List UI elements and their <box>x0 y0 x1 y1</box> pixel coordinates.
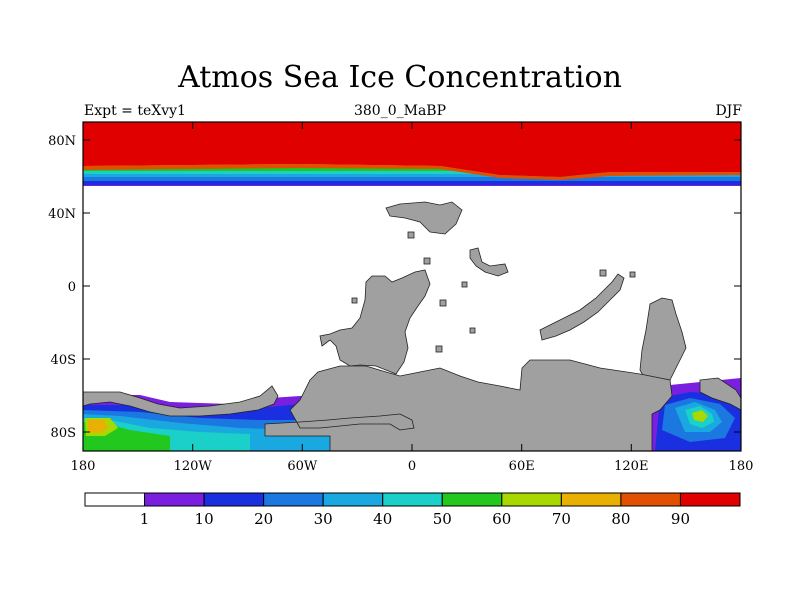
island-5 <box>461 281 468 288</box>
lon-tick-label: 60E <box>509 459 535 474</box>
land-southern-east <box>699 377 741 411</box>
north-sea-ice <box>83 122 741 190</box>
lat-tick-label: 80S <box>51 426 76 441</box>
latitude-axis: 80N 40N 0 40S 80S <box>48 134 741 441</box>
land-eastern-continent <box>639 297 687 389</box>
colorbar-label: 80 <box>611 510 630 528</box>
island-3 <box>351 297 358 304</box>
land-southern-continent <box>264 359 673 451</box>
land-central-continent <box>319 269 431 375</box>
colorbar-swatch <box>263 492 324 507</box>
lat-tick-label: 40S <box>51 353 76 368</box>
colorbar-label: 90 <box>671 510 690 528</box>
colorbar: 1 10 20 30 40 50 60 70 80 90 <box>84 492 741 528</box>
island-7 <box>435 345 443 353</box>
colorbar-label: 60 <box>492 510 511 528</box>
lat-tick-label: 0 <box>68 280 76 295</box>
land-eastern-arc <box>539 273 625 341</box>
map-plot-area <box>83 122 741 451</box>
colorbar-label: 1 <box>140 510 150 528</box>
lon-tick-label: 180 <box>729 459 754 474</box>
south-ice-80 <box>88 420 108 433</box>
colorbar-swatch <box>203 492 265 507</box>
colorbar-swatch <box>84 492 146 507</box>
island-1 <box>407 231 415 239</box>
island-4 <box>439 299 447 307</box>
land-masses <box>83 201 741 451</box>
period-label: 380_0_MaBP <box>353 103 447 119</box>
lon-tick-label: 120E <box>614 459 648 474</box>
ice-band-85 <box>83 164 741 180</box>
land-small-east <box>469 247 509 277</box>
page-title: Atmos Sea Ice Concentration <box>178 60 622 95</box>
land-southern-west <box>83 385 279 417</box>
lon-tick-label: 60W <box>287 459 318 474</box>
colorbar-label: 70 <box>552 510 571 528</box>
island-9 <box>629 271 636 278</box>
colorbar-swatch <box>382 492 443 507</box>
ice-edge <box>83 186 741 190</box>
colorbar-swatch <box>560 492 622 507</box>
season-label: DJF <box>715 103 742 119</box>
colorbar-label: 20 <box>254 510 273 528</box>
experiment-label: Expt = teXvy1 <box>84 103 186 119</box>
colorbar-swatch <box>501 492 562 507</box>
island-6 <box>469 327 476 334</box>
island-8 <box>599 269 607 277</box>
colorbar-label: 50 <box>433 510 452 528</box>
colorbar-label: 40 <box>373 510 392 528</box>
colorbar-swatch <box>322 492 384 507</box>
lon-tick-label: 180 <box>71 459 96 474</box>
lon-tick-label: 0 <box>408 459 416 474</box>
land-northern-block <box>385 201 463 235</box>
colorbar-label: 10 <box>195 510 214 528</box>
colorbar-swatch <box>679 492 741 507</box>
island-2 <box>423 257 431 265</box>
colorbar-swatch <box>144 492 205 507</box>
colorbar-label: 30 <box>314 510 333 528</box>
lat-tick-label: 40N <box>48 207 76 222</box>
lat-tick-label: 80N <box>48 134 76 149</box>
colorbar-swatch <box>441 492 503 507</box>
lon-tick-label: 120W <box>174 459 213 474</box>
colorbar-swatch <box>620 492 681 507</box>
ice-band-90 <box>83 122 741 177</box>
longitude-axis: 180 120W 60W 0 60E 120E 180 <box>71 122 754 474</box>
south-ice-east-70 <box>692 410 708 422</box>
